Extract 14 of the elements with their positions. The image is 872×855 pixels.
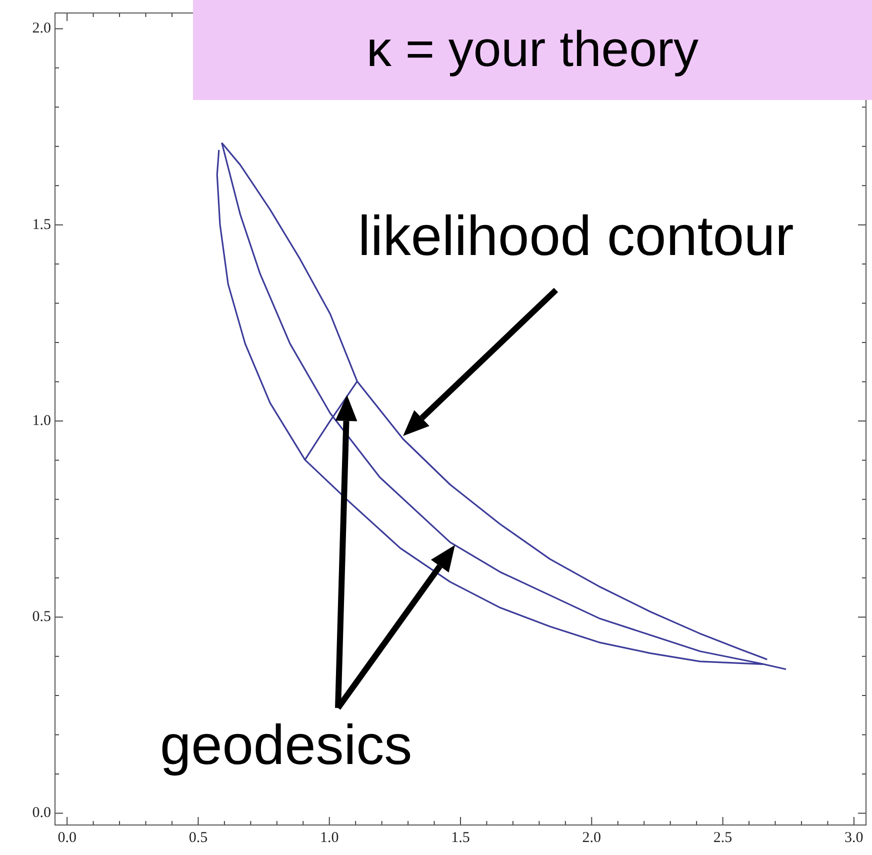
- x-tick-label: 1.0: [320, 830, 339, 846]
- x-tick-label: 2.5: [713, 830, 732, 846]
- annotation: likelihood contour: [358, 204, 794, 267]
- x-tick-label: 0.0: [58, 830, 76, 846]
- y-tick-label: 1.5: [32, 216, 51, 233]
- annotation: geodesics: [160, 713, 412, 776]
- y-tick-label: 2.0: [32, 20, 51, 37]
- y-tick-label: 0.5: [32, 609, 51, 626]
- x-tick-label: 0.5: [188, 830, 208, 846]
- x-tick-label: 2.0: [582, 830, 602, 846]
- y-tick-label: 1.0: [32, 412, 51, 429]
- x-tick-label: 3.0: [844, 830, 864, 846]
- x-tick-label: 1.5: [451, 830, 470, 846]
- y-tick-label: 0.0: [32, 805, 51, 822]
